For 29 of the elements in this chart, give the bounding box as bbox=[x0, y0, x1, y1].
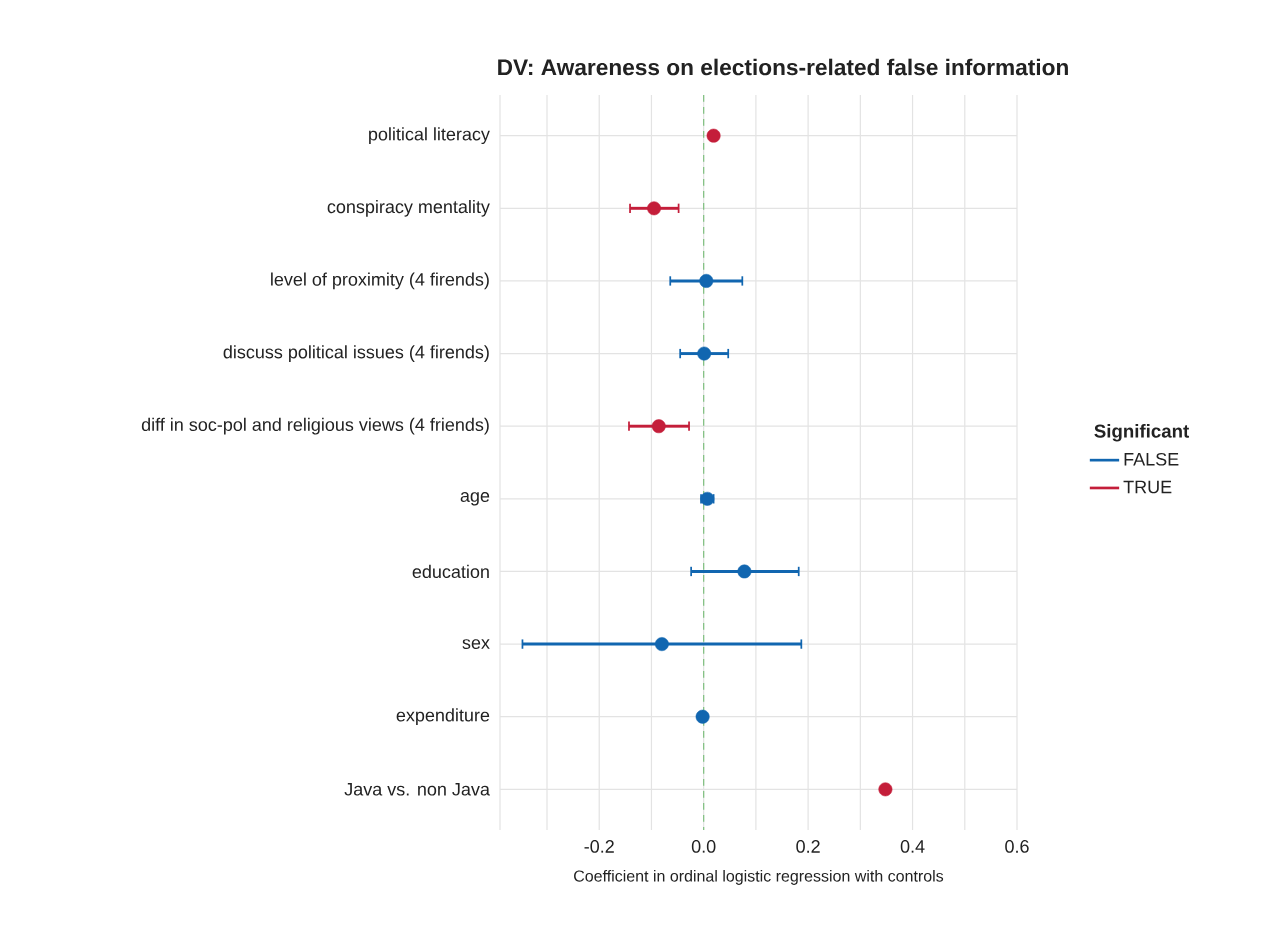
point bbox=[695, 709, 710, 724]
legend-title: Significant bbox=[1094, 424, 1189, 442]
y-tick-label: political literacy bbox=[369, 127, 490, 145]
x-tick-label: 0.4 bbox=[900, 840, 925, 853]
x-tick-label: 0.0 bbox=[691, 840, 716, 853]
point bbox=[647, 201, 661, 216]
y-tick-label: education bbox=[412, 564, 489, 579]
y-tick-label: Java vs. non Java bbox=[344, 783, 490, 796]
point bbox=[697, 346, 712, 361]
y-tick-label: level of proximity (4 firends) bbox=[271, 272, 489, 290]
point bbox=[878, 782, 893, 797]
chart-title: DV: Awareness on elections-related false information bbox=[498, 58, 1068, 76]
x-axis-title: Coefficient in ordinal logistic regression with controls bbox=[574, 869, 944, 885]
y-tick-label: sex bbox=[462, 639, 490, 650]
y-tick-label: expenditure bbox=[396, 708, 490, 726]
x-tick-label: 0.2 bbox=[796, 840, 820, 853]
point bbox=[706, 128, 721, 143]
y-tick-label: conspiracy mentality bbox=[327, 199, 490, 217]
x-tick-label: 0.6 bbox=[1005, 840, 1029, 853]
point bbox=[654, 637, 669, 652]
point bbox=[651, 419, 666, 434]
y-tick-label: age bbox=[460, 492, 490, 506]
legend-label: TRUE bbox=[1123, 480, 1172, 494]
y-tick-label: discuss political issues (4 firends) bbox=[223, 345, 489, 362]
point bbox=[737, 564, 752, 579]
y-tick-label: diff in soc-pol and religious views (4 friends) bbox=[141, 417, 489, 435]
point bbox=[699, 274, 714, 288]
x-tick-label: -0.2 bbox=[584, 840, 614, 853]
legend-label: FALSE bbox=[1124, 452, 1179, 466]
